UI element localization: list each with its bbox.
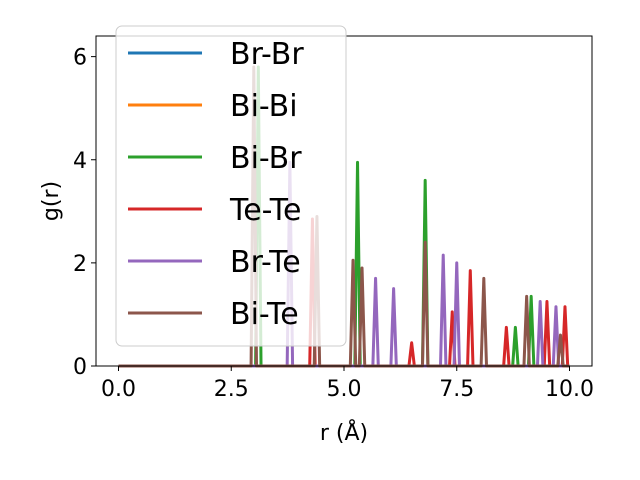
y-tick-label: 2 (73, 252, 87, 277)
legend-label: Te-Te (229, 193, 301, 228)
legend-label: Br-Te (230, 245, 301, 280)
x-tick-label: 0.0 (101, 377, 136, 402)
x-axis-label: r (Å) (320, 419, 368, 446)
legend: Br-Br Bi-Bi Bi-Br Te-Te Br-Te Bi-Te (115, 25, 347, 347)
y-tick-label: 4 (73, 149, 87, 174)
legend-label: Bi-Te (230, 297, 299, 332)
x-tick-label: 7.5 (439, 377, 474, 402)
x-tick-label: 10.0 (545, 377, 594, 402)
legend-label: Br-Br (230, 37, 304, 72)
x-tick-label: 5.0 (327, 377, 362, 402)
y-tick-label: 6 (73, 46, 87, 71)
legend-label: Bi-Br (230, 141, 302, 176)
y-tick-label: 0 (73, 355, 87, 380)
legend-label: Bi-Bi (230, 89, 298, 124)
y-axis-label: g(r) (39, 181, 64, 221)
axis-ticks: 0.0 2.5 5.0 7.5 10.0 0 2 4 6 (73, 46, 594, 402)
x-tick-label: 2.5 (214, 377, 249, 402)
